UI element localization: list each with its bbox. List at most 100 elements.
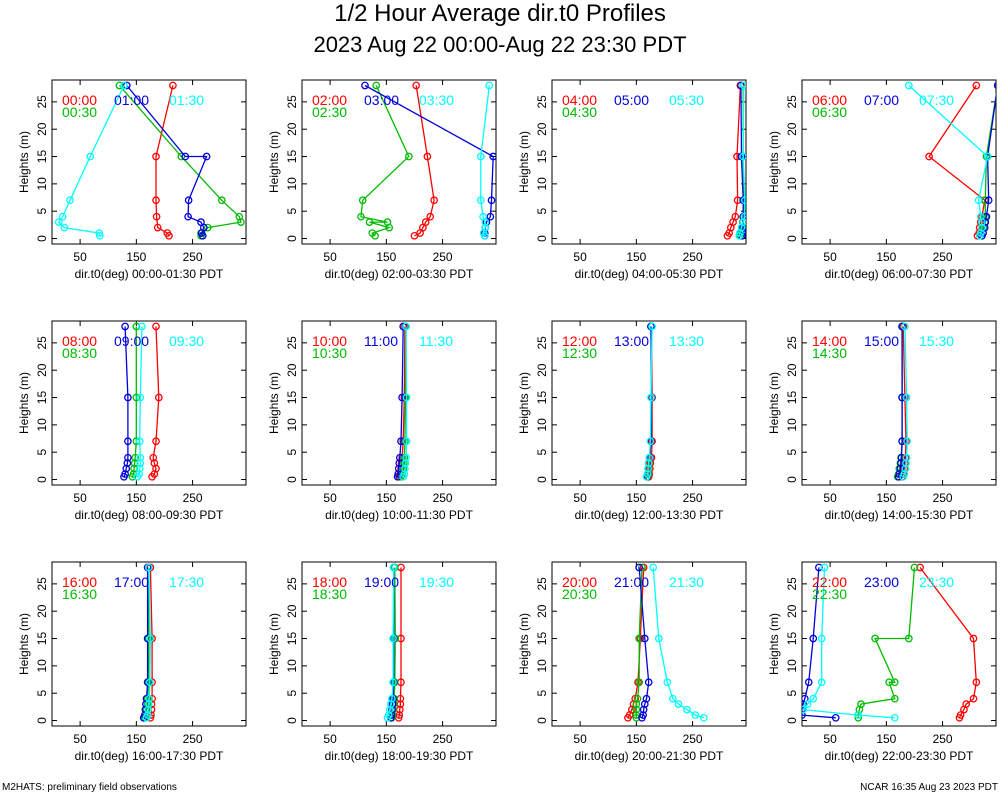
panel-frame bbox=[51, 561, 247, 727]
y-axis-title: Heights (m) bbox=[517, 613, 531, 675]
panel-5: 50 150 250 0 5 10 15 20 25 dir.t0(deg) 08:00-09:3… bbox=[17, 320, 247, 522]
y-tick-label: 0 bbox=[785, 235, 799, 242]
legend-label: 02:00 bbox=[312, 92, 347, 108]
data-point bbox=[181, 152, 190, 161]
x-tick-label: 50 bbox=[573, 732, 587, 746]
y-tick-label: 5 bbox=[785, 690, 799, 697]
legend-label: 06:00 bbox=[812, 92, 847, 108]
data-point bbox=[146, 634, 155, 643]
data-point bbox=[969, 634, 978, 643]
y-axis-title: Heights (m) bbox=[17, 613, 31, 675]
data-point bbox=[122, 464, 131, 473]
y-axis-title: Heights (m) bbox=[517, 131, 531, 193]
y-tick-label: 10 bbox=[535, 418, 549, 432]
y-tick-label: 25 bbox=[785, 577, 799, 591]
legend-label: 19:00 bbox=[364, 574, 399, 590]
data-point bbox=[890, 713, 899, 722]
series-line-23:30 bbox=[802, 567, 895, 719]
data-point bbox=[925, 152, 933, 161]
data-point bbox=[485, 81, 494, 90]
x-tick-label: 250 bbox=[183, 491, 203, 505]
legend-label: 08:00 bbox=[62, 333, 97, 349]
panel-data bbox=[139, 563, 156, 722]
x-tick-label: 150 bbox=[876, 250, 896, 264]
data-point bbox=[902, 393, 911, 402]
legend-label: 01:00 bbox=[114, 92, 149, 108]
y-tick-label: 0 bbox=[285, 476, 299, 483]
legend-label: 06:30 bbox=[812, 104, 847, 120]
legend-label: 09:00 bbox=[114, 333, 149, 349]
data-point bbox=[130, 464, 138, 473]
y-tick-label: 0 bbox=[535, 476, 549, 483]
x-axis-title: dir.t0(deg) 06:00-07:30 PDT bbox=[825, 267, 974, 281]
legend-label: 16:00 bbox=[62, 574, 97, 590]
y-tick-label: 0 bbox=[35, 235, 49, 242]
data-point bbox=[389, 563, 398, 572]
y-tick-label: 20 bbox=[785, 122, 799, 136]
data-point bbox=[368, 229, 377, 237]
data-point bbox=[817, 634, 826, 643]
data-point bbox=[804, 678, 813, 687]
data-point bbox=[143, 678, 152, 687]
data-point bbox=[481, 223, 490, 232]
data-point bbox=[479, 212, 487, 221]
data-point bbox=[202, 152, 211, 161]
data-point bbox=[898, 322, 906, 331]
data-point bbox=[633, 694, 642, 703]
x-tick-label: 150 bbox=[126, 732, 146, 746]
x-tick-label: 150 bbox=[376, 250, 396, 264]
data-point bbox=[972, 678, 981, 687]
data-point bbox=[972, 81, 981, 90]
y-tick-label: 0 bbox=[285, 717, 299, 724]
y-tick-label: 5 bbox=[785, 449, 799, 456]
data-point bbox=[654, 634, 663, 643]
data-point bbox=[152, 152, 160, 161]
data-point bbox=[144, 705, 153, 714]
y-tick-label: 10 bbox=[35, 659, 49, 673]
x-axis-title: dir.t0(deg) 12:00-13:30 PDT bbox=[575, 508, 724, 522]
data-point bbox=[143, 711, 152, 719]
data-point bbox=[910, 563, 919, 572]
panel-frame bbox=[551, 320, 747, 486]
data-point bbox=[739, 218, 746, 226]
panel-frame bbox=[51, 79, 247, 245]
data-point bbox=[235, 212, 244, 221]
data-point bbox=[361, 81, 369, 90]
data-point bbox=[815, 563, 823, 572]
data-point bbox=[974, 196, 983, 205]
data-point bbox=[383, 218, 392, 226]
data-point bbox=[421, 218, 430, 226]
y-tick-label: 10 bbox=[785, 177, 799, 191]
data-point bbox=[404, 152, 413, 161]
legend-label: 03:30 bbox=[419, 92, 454, 108]
data-point bbox=[643, 470, 652, 478]
y-tick-label: 25 bbox=[785, 95, 799, 109]
legend-label: 19:30 bbox=[419, 574, 454, 590]
legend-label: 11:30 bbox=[419, 333, 453, 349]
x-tick-label: 50 bbox=[323, 250, 337, 264]
data-point bbox=[820, 563, 829, 572]
data-point bbox=[217, 196, 226, 205]
legend-label: 10:30 bbox=[312, 345, 347, 361]
data-point bbox=[802, 705, 807, 714]
data-point bbox=[976, 212, 985, 221]
data-point bbox=[430, 196, 438, 205]
legend-label: 08:30 bbox=[62, 345, 97, 361]
y-tick-label: 10 bbox=[785, 659, 799, 673]
legend-label: 13:30 bbox=[669, 333, 704, 349]
data-point bbox=[136, 393, 145, 402]
data-point bbox=[372, 81, 381, 90]
x-tick-label: 250 bbox=[183, 732, 203, 746]
y-tick-label: 20 bbox=[285, 604, 299, 618]
legend-label: 14:30 bbox=[812, 345, 847, 361]
data-point bbox=[426, 212, 435, 221]
data-point bbox=[683, 705, 691, 714]
data-point bbox=[389, 634, 397, 643]
y-tick-label: 5 bbox=[535, 208, 549, 215]
panel-frame bbox=[51, 320, 247, 486]
data-point bbox=[152, 196, 160, 205]
panel-4: 50 150 250 0 5 10 15 20 25 dir.t0(deg) 06:00-07:3… bbox=[767, 79, 997, 281]
data-point bbox=[402, 393, 411, 402]
data-point bbox=[646, 437, 655, 446]
x-tick-label: 50 bbox=[73, 732, 87, 746]
